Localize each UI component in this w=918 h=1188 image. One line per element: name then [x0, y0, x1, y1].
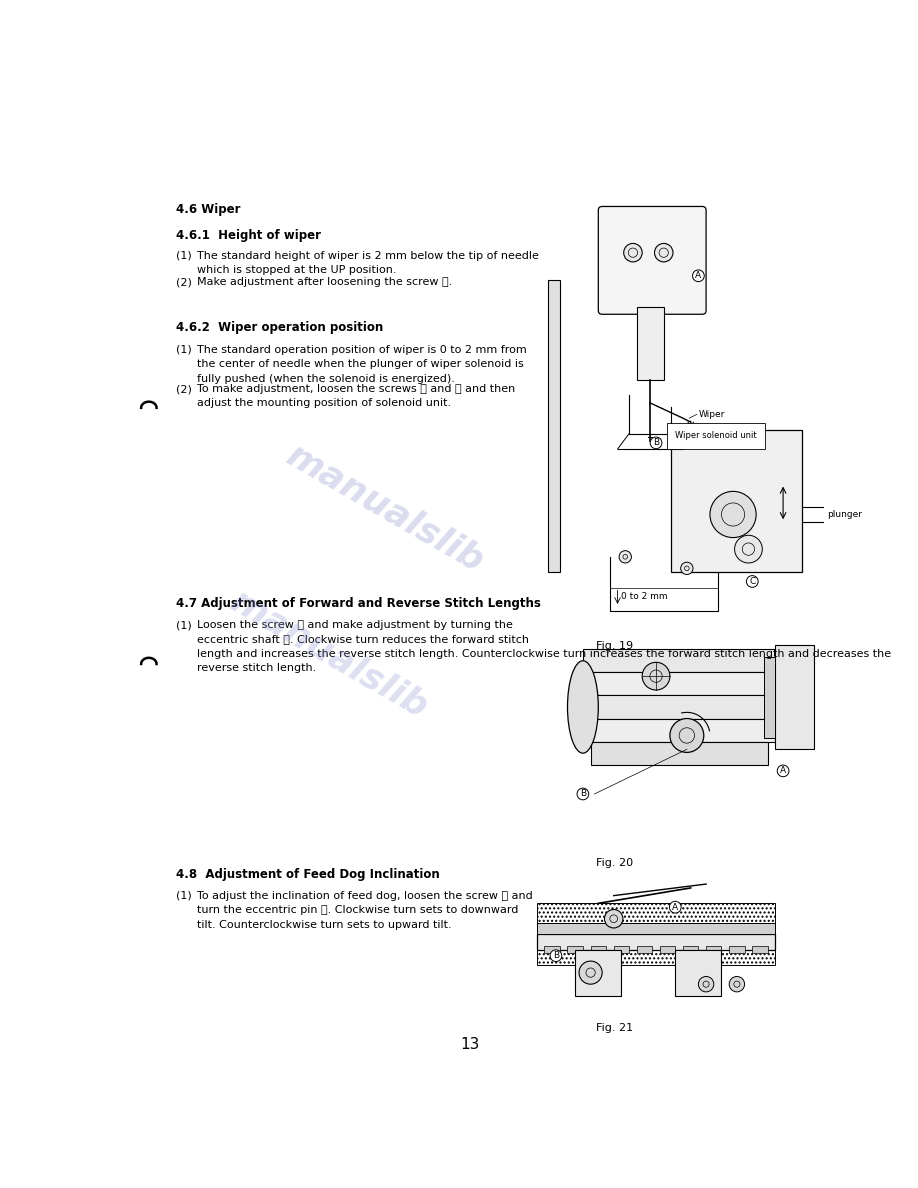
Circle shape: [710, 492, 756, 537]
Bar: [537, 949, 776, 965]
Circle shape: [619, 551, 632, 563]
Text: To adjust the inclination of feed dog, loosen the screw Ⓐ and
turn the eccentric: To adjust the inclination of feed dog, l…: [197, 891, 533, 930]
Bar: [729, 946, 744, 953]
Text: 4.6.2  Wiper operation position: 4.6.2 Wiper operation position: [175, 321, 383, 334]
Bar: [537, 923, 776, 934]
Bar: [537, 903, 776, 923]
Text: 0 to 2 mm: 0 to 2 mm: [621, 593, 668, 601]
Bar: [637, 307, 664, 380]
Bar: [590, 741, 767, 765]
Text: Fig. 21: Fig. 21: [597, 1023, 633, 1032]
Bar: [706, 946, 722, 953]
Bar: [637, 946, 652, 953]
Bar: [583, 649, 776, 672]
Text: (1): (1): [175, 345, 192, 355]
Text: Fig. 20: Fig. 20: [597, 858, 633, 868]
Ellipse shape: [567, 661, 599, 753]
Circle shape: [699, 977, 714, 992]
Text: To make adjustment, loosen the screws Ⓑ and Ⓒ and then
adjust the mounting posit: To make adjustment, loosen the screws Ⓑ …: [197, 384, 516, 409]
Text: 4.6.1  Height of wiper: 4.6.1 Height of wiper: [175, 228, 320, 241]
Bar: [583, 719, 776, 741]
Circle shape: [655, 244, 673, 261]
Bar: [671, 430, 802, 573]
Circle shape: [579, 961, 602, 984]
Bar: [676, 949, 722, 996]
Bar: [660, 946, 676, 953]
Text: plunger: plunger: [827, 510, 862, 519]
Text: 2 mm: 2 mm: [693, 426, 719, 436]
Text: Make adjustment after loosening the screw Ⓐ.: Make adjustment after loosening the scre…: [197, 277, 453, 287]
Text: Wiper: Wiper: [699, 410, 725, 419]
Text: Loosen the screw Ⓐ and make adjustment by turning the
eccentric shaft Ⓑ. Clockwi: Loosen the screw Ⓐ and make adjustment b…: [197, 620, 891, 674]
Bar: [602, 210, 702, 310]
Circle shape: [680, 562, 693, 575]
Text: Wiper solenoid unit: Wiper solenoid unit: [676, 431, 757, 441]
Circle shape: [670, 719, 704, 752]
Bar: [683, 946, 699, 953]
Bar: [614, 946, 629, 953]
Text: (1): (1): [175, 620, 192, 630]
Text: manualslib: manualslib: [224, 584, 434, 725]
Circle shape: [604, 910, 623, 928]
Text: B: B: [553, 952, 559, 960]
Text: B: B: [653, 438, 659, 448]
Text: Fig. 19: Fig. 19: [597, 642, 633, 651]
Circle shape: [729, 977, 744, 992]
Bar: [583, 695, 776, 719]
Bar: [537, 934, 776, 949]
Bar: [590, 946, 606, 953]
Text: A: A: [695, 271, 701, 280]
Circle shape: [734, 536, 762, 563]
Text: 4.8  Adjustment of Feed Dog Inclination: 4.8 Adjustment of Feed Dog Inclination: [175, 868, 440, 881]
Text: (2): (2): [175, 277, 192, 287]
Text: C: C: [749, 577, 756, 586]
Circle shape: [643, 663, 670, 690]
Bar: [583, 672, 776, 695]
Text: 4.6 Wiper: 4.6 Wiper: [175, 203, 241, 216]
Text: (1): (1): [175, 891, 192, 901]
Bar: [576, 949, 621, 996]
Text: The standard operation position of wiper is 0 to 2 mm from
the center of needle : The standard operation position of wiper…: [197, 345, 527, 384]
Bar: [548, 279, 560, 573]
FancyBboxPatch shape: [599, 207, 706, 315]
Text: 4.7 Adjustment of Forward and Reverse Stitch Lengths: 4.7 Adjustment of Forward and Reverse St…: [175, 598, 541, 611]
Text: A: A: [780, 766, 786, 776]
Text: (1): (1): [175, 251, 192, 260]
Text: manualslib: manualslib: [281, 438, 490, 579]
Circle shape: [623, 244, 643, 261]
Text: A: A: [672, 903, 678, 911]
Bar: [776, 645, 814, 750]
Text: (2): (2): [175, 384, 192, 394]
Bar: [764, 657, 776, 738]
Bar: [544, 946, 560, 953]
Bar: [752, 946, 767, 953]
Bar: [567, 946, 583, 953]
Text: The standard height of wiper is 2 mm below the tip of needle
which is stopped at: The standard height of wiper is 2 mm bel…: [197, 251, 539, 274]
Text: B: B: [580, 790, 586, 798]
Text: 13: 13: [461, 1037, 480, 1053]
